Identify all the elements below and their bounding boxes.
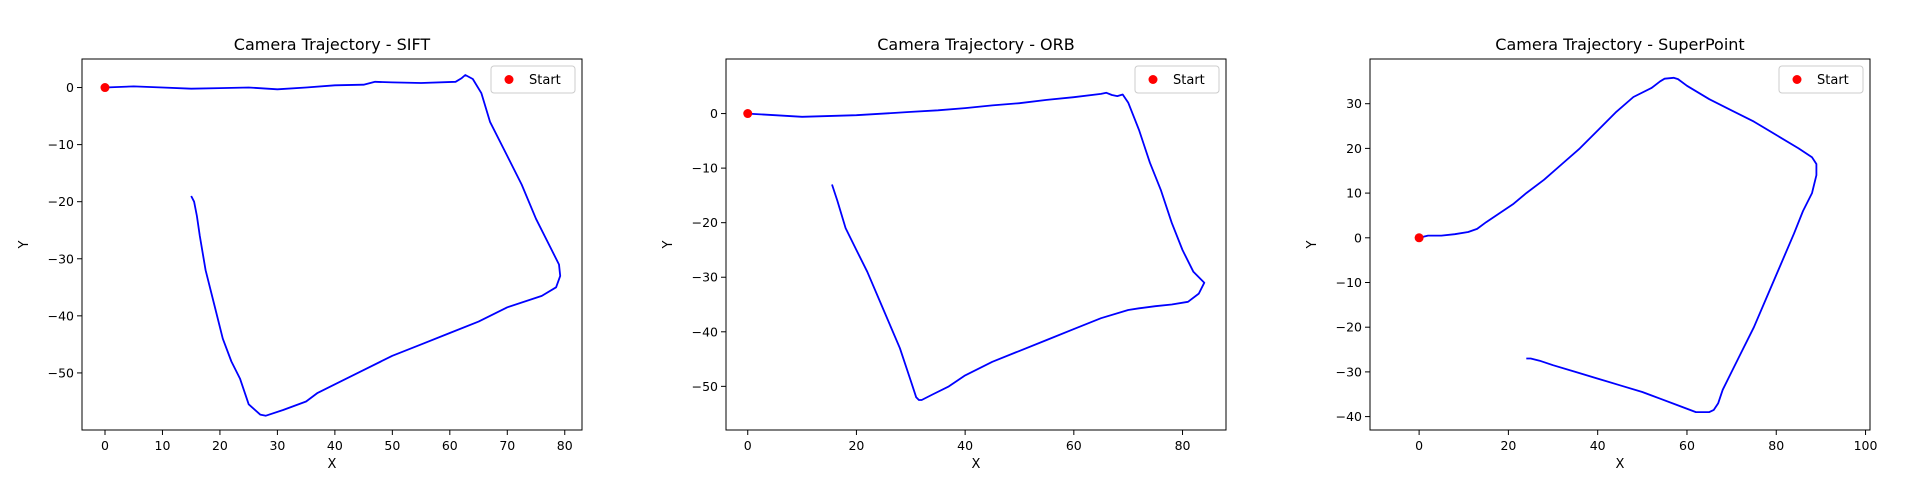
y-tick-label: −10 <box>48 137 74 152</box>
y-axis-label: Y <box>661 240 676 249</box>
x-tick-label: 20 <box>212 438 228 453</box>
y-tick-label: −10 <box>1336 275 1362 290</box>
x-tick-label: 60 <box>442 438 458 453</box>
y-tick-label: 0 <box>66 80 74 95</box>
x-tick-label: 20 <box>1500 438 1516 453</box>
legend-box <box>490 65 576 94</box>
y-tick-label: −30 <box>48 251 74 266</box>
x-tick-label: 0 <box>744 438 752 453</box>
x-tick-label: 0 <box>101 438 109 453</box>
y-tick-label: 0 <box>1354 230 1362 245</box>
x-tick-label: 30 <box>269 438 285 453</box>
x-tick-label: 20 <box>848 438 864 453</box>
start-point-marker <box>100 83 110 93</box>
x-tick-label: 40 <box>957 438 973 453</box>
y-tick-label: −40 <box>692 324 718 339</box>
chart-title: Camera Trajectory - SIFT <box>234 35 431 54</box>
y-tick-label: 0 <box>710 106 718 121</box>
y-tick-label: −40 <box>1336 409 1362 424</box>
start-point-marker <box>743 109 753 119</box>
y-tick-label: −30 <box>692 270 718 285</box>
legend-label: Start <box>1173 73 1205 88</box>
x-tick-label: 40 <box>327 438 343 453</box>
x-tick-label: 0 <box>1415 438 1423 453</box>
x-axis-label: X <box>1616 457 1625 472</box>
x-tick-label: 80 <box>1768 438 1784 453</box>
legend-label: Start <box>529 73 561 88</box>
x-tick-label: 60 <box>1679 438 1695 453</box>
legend-label: Start <box>1817 73 1849 88</box>
legend-marker <box>1148 75 1158 84</box>
x-tick-label: 70 <box>499 438 515 453</box>
y-axis-label: Y <box>17 240 32 249</box>
legend-marker <box>504 75 514 84</box>
trajectory-line <box>747 91 1206 401</box>
y-tick-label: −20 <box>48 194 74 209</box>
trajectory-line <box>104 74 562 417</box>
x-axis-label: X <box>328 457 337 472</box>
chart-title: Camera Trajectory - ORB <box>877 35 1075 54</box>
start-point-marker <box>1414 233 1424 243</box>
x-tick-label: 100 <box>1854 438 1878 453</box>
x-tick-label: 40 <box>1590 438 1606 453</box>
legend-box <box>1778 65 1864 94</box>
x-axis-label: X <box>972 457 981 472</box>
legend-box <box>1134 65 1220 94</box>
y-tick-label: −50 <box>692 379 718 394</box>
x-tick-label: 80 <box>557 438 573 453</box>
y-tick-label: −40 <box>48 308 74 323</box>
y-tick-label: −50 <box>48 365 74 380</box>
chart-panel-2: Camera Trajectory - ORB 0 20 40 60 80 0 −10 −20 −… <box>661 35 1227 472</box>
y-tick-label: −30 <box>1336 364 1362 379</box>
y-tick-label: −20 <box>1336 320 1362 335</box>
chart-panel-3: Camera Trajectory - SuperPoint 0 20 40 60 80 1… <box>1305 35 1878 472</box>
y-tick-label: 10 <box>1346 186 1362 201</box>
x-tick-label: 80 <box>1175 438 1191 453</box>
legend-marker <box>1792 75 1802 84</box>
y-tick-label: 20 <box>1346 141 1362 156</box>
y-tick-label: 30 <box>1346 96 1362 111</box>
plot-frame <box>81 58 583 431</box>
x-tick-label: 60 <box>1066 438 1082 453</box>
plot-frame <box>725 58 1227 431</box>
x-tick-label: 10 <box>155 438 171 453</box>
trajectory-line <box>1418 76 1818 414</box>
chart-title: Camera Trajectory - SuperPoint <box>1495 35 1744 54</box>
chart-panel-1: Camera Trajectory - SIFT 0 10 20 30 40 50 60 70 8… <box>17 35 583 472</box>
y-tick-label: −10 <box>692 161 718 176</box>
y-axis-label: Y <box>1305 240 1320 249</box>
y-tick-label: −20 <box>692 215 718 230</box>
plot-frame <box>1369 58 1871 431</box>
x-tick-label: 50 <box>384 438 400 453</box>
